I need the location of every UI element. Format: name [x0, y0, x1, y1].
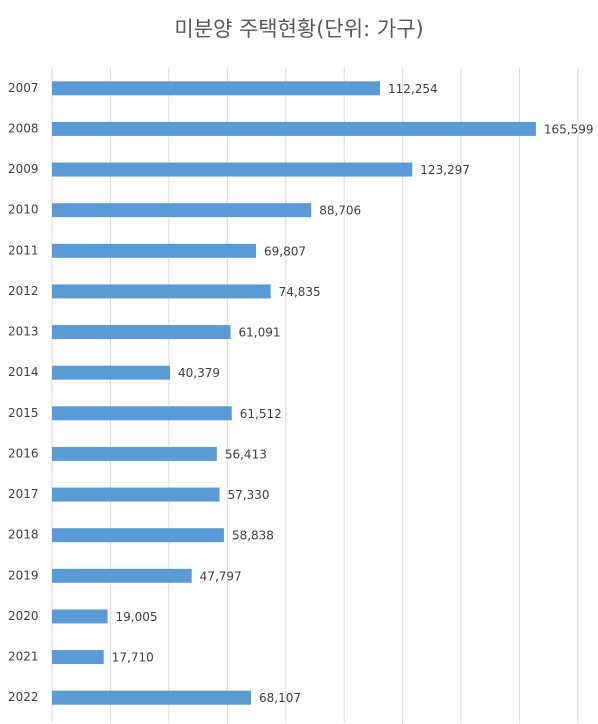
chart-title: 미분양 주택현황(단위: 가구)	[174, 17, 423, 41]
data-label: 88,706	[319, 204, 361, 218]
data-label: 123,297	[420, 163, 470, 177]
y-tick-label: 2018	[8, 528, 39, 542]
y-tick-label: 2009	[8, 162, 39, 176]
y-tick-label: 2015	[8, 406, 39, 420]
y-tick-label: 2008	[8, 121, 39, 135]
bar	[52, 325, 231, 340]
data-label: 56,413	[225, 447, 267, 461]
data-label: 69,807	[264, 244, 306, 258]
bar	[52, 162, 413, 177]
y-tick-label: 2012	[8, 284, 39, 298]
bar	[52, 487, 220, 502]
y-tick-label: 2016	[8, 446, 39, 460]
data-label: 61,091	[239, 326, 281, 340]
bar	[52, 203, 312, 218]
bar	[52, 446, 217, 461]
data-label: 17,710	[112, 651, 154, 665]
bar	[52, 568, 192, 583]
bar	[52, 243, 256, 258]
data-label: 58,838	[232, 529, 274, 543]
y-tick-label: 2020	[8, 609, 39, 623]
y-tick-label: 2007	[8, 81, 39, 95]
bar	[52, 121, 536, 136]
data-label: 61,512	[240, 407, 282, 421]
y-tick-label: 2019	[8, 568, 39, 582]
y-tick-label: 2010	[8, 203, 39, 217]
bar	[52, 650, 104, 665]
data-label: 112,254	[388, 82, 438, 96]
bar	[52, 528, 224, 543]
y-tick-label: 2011	[8, 243, 39, 257]
data-label: 74,835	[279, 285, 321, 299]
data-label: 19,005	[116, 610, 158, 624]
y-tick-label: 2014	[8, 365, 39, 379]
y-tick-label: 2017	[8, 487, 39, 501]
bar	[52, 81, 381, 96]
data-label: 47,797	[200, 569, 242, 583]
bar	[52, 406, 232, 421]
bar	[52, 690, 252, 705]
bar	[52, 284, 271, 299]
data-label: 57,330	[228, 488, 270, 502]
data-label: 68,107	[259, 691, 301, 705]
y-tick-label: 2022	[8, 690, 39, 704]
y-tick-label: 2021	[8, 650, 39, 664]
data-label: 165,599	[544, 122, 594, 136]
bar	[52, 609, 108, 624]
data-label: 40,379	[178, 366, 220, 380]
y-tick-label: 2013	[8, 325, 39, 339]
bar	[52, 365, 170, 380]
